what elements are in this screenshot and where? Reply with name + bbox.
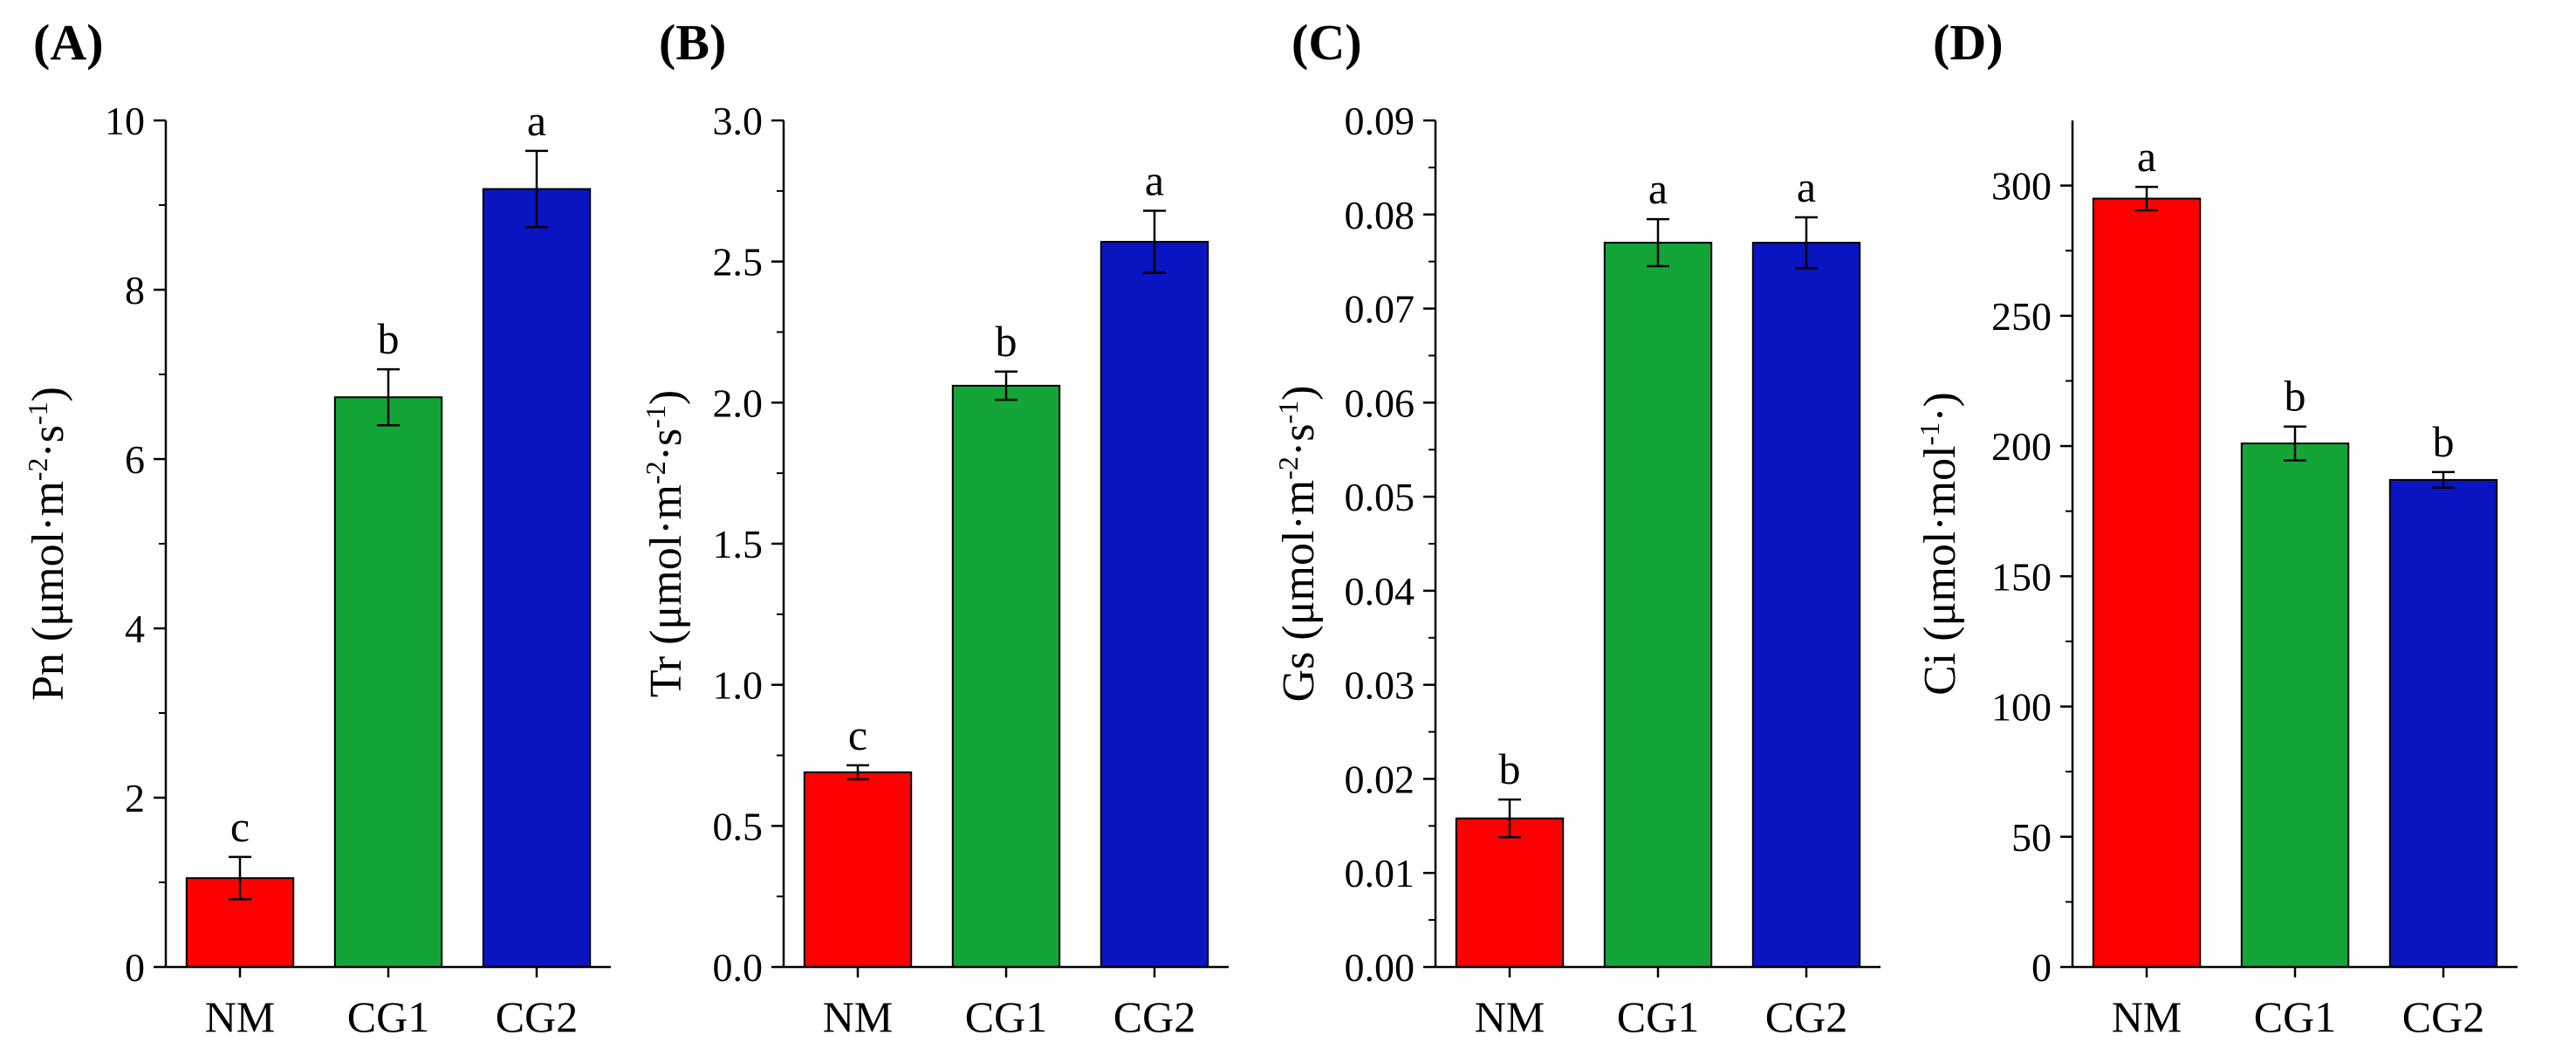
error-bar-cg2 — [2432, 470, 2455, 490]
bar-nm — [2092, 197, 2202, 969]
y-tick-label: 250 — [1991, 294, 2052, 339]
x-tick-label-cg2: CG2 — [2402, 992, 2484, 1041]
x-tick-label-cg2: CG2 — [496, 992, 578, 1041]
significance-letter-cg1: b — [2285, 372, 2306, 421]
x-tick-label-nm: NM — [205, 992, 276, 1041]
bar-cg2 — [482, 188, 592, 968]
error-bar-cg1 — [2284, 425, 2306, 462]
significance-letter-cg1: a — [1648, 164, 1668, 213]
significance-letter-nm: c — [848, 710, 867, 759]
x-tick-label-cg2: CG2 — [1765, 992, 1847, 1041]
bar-nm — [1455, 817, 1565, 969]
y-tick-label: 150 — [1991, 554, 2052, 599]
significance-letter-cg2: a — [527, 96, 546, 145]
y-tick-label: 0.02 — [1345, 757, 1415, 801]
y-tick-label: 10 — [105, 99, 145, 143]
x-tick-label-cg1: CG1 — [2254, 992, 2336, 1041]
y-tick-label: 2.0 — [713, 381, 764, 425]
significance-letter-nm: c — [230, 802, 250, 851]
significance-letter-cg1: b — [996, 317, 1017, 366]
chart-panel-b: (B) c NM b CG1 a CG2 0.0 0.5 1.0 1.5 2.0 2.5 3.0 Tr (μ… — [640, 14, 1229, 1041]
error-bar-cg1 — [1647, 217, 1669, 268]
y-tick-label: 0.05 — [1345, 475, 1415, 519]
y-tick-label: 3.0 — [713, 99, 764, 143]
y-axis-label: Pn (μmol·m-2·s-1) — [22, 387, 73, 701]
bar-cg2 — [1751, 242, 1861, 969]
y-axis-label: Gs (μmol·m-2·s-1) — [1272, 386, 1324, 703]
y-tick-label: 300 — [1991, 164, 2052, 209]
significance-letter-cg2: b — [2433, 417, 2455, 466]
y-tick-label: 0.00 — [1345, 945, 1415, 990]
y-axis-label: Tr (μmol·m-2·s-1) — [640, 390, 691, 697]
x-tick-label-cg1: CG1 — [1617, 992, 1699, 1041]
bar-cg1 — [2240, 442, 2350, 969]
significance-letter-cg2: a — [1797, 162, 1816, 211]
error-bar-cg1 — [377, 367, 400, 427]
y-tick-label: 0 — [125, 945, 145, 990]
significance-letter-cg1: b — [378, 314, 400, 363]
y-tick-label: 100 — [1991, 685, 2052, 730]
x-tick-label-cg1: CG1 — [965, 992, 1047, 1041]
x-tick-label-nm: NM — [2112, 992, 2182, 1041]
y-tick-label: 6 — [125, 437, 145, 482]
y-tick-label: 0.5 — [713, 804, 764, 848]
bar-cg1 — [333, 396, 443, 968]
panel-label: (D) — [1933, 14, 2004, 71]
y-tick-label: 8 — [125, 268, 145, 312]
y-tick-label: 1.0 — [713, 663, 764, 708]
y-tick-label: 2.5 — [713, 240, 764, 285]
bar-cg1 — [1603, 242, 1713, 969]
chart-panel-d: (D) a NM b CG1 b CG2 0 50 100 150 200 250 300 Ci (μmol… — [1914, 14, 2518, 1041]
y-tick-label: 0.01 — [1345, 851, 1415, 895]
x-tick-label-cg1: CG1 — [347, 992, 429, 1041]
error-bar-nm — [229, 855, 251, 901]
y-tick-label: 0.07 — [1345, 287, 1415, 332]
bar-cg2 — [2388, 478, 2498, 968]
y-tick-label: 0.03 — [1345, 663, 1415, 708]
panel-label: (C) — [1291, 14, 1362, 71]
y-tick-label: 0.09 — [1345, 99, 1415, 143]
bar-cg1 — [951, 384, 1061, 968]
error-bar-cg2 — [1795, 216, 1818, 270]
x-tick-label-nm: NM — [823, 992, 894, 1041]
error-bar-cg2 — [525, 149, 548, 229]
chart-panel-c: (C) b NM a CG1 a CG2 0.00 0.01 0.02 0.03 0.04 0.05 0.… — [1272, 14, 1881, 1041]
significance-letter-nm: a — [2137, 132, 2156, 181]
y-tick-label: 50 — [2011, 815, 2052, 860]
error-bar-nm — [1498, 798, 1521, 839]
error-bar-cg2 — [1143, 209, 1166, 274]
y-tick-label: 2 — [125, 776, 145, 820]
y-tick-label: 0.06 — [1345, 381, 1415, 425]
panel-label: (B) — [659, 14, 726, 71]
y-tick-label: 0.08 — [1345, 193, 1415, 237]
error-bar-nm — [846, 764, 869, 781]
x-tick-label-cg2: CG2 — [1113, 992, 1196, 1041]
y-tick-label: 4 — [125, 607, 145, 651]
error-bar-cg1 — [995, 370, 1017, 401]
panel-label: (A) — [33, 14, 104, 71]
chart-panel-a: (A) c NM b CG1 a CG2 0 2 4 6 8 10 Pn (μmol·m-2·s-1) — [22, 14, 611, 1041]
significance-letter-cg2: a — [1145, 155, 1164, 204]
significance-letter-nm: b — [1499, 744, 1521, 793]
y-tick-label: 0.0 — [713, 945, 764, 990]
y-tick-label: 200 — [1991, 424, 2052, 469]
y-tick-label: 1.5 — [713, 522, 764, 566]
y-tick-label: 0 — [2031, 945, 2052, 990]
x-tick-label-nm: NM — [1475, 992, 1545, 1041]
bar-nm — [803, 771, 913, 969]
y-tick-label: 0.04 — [1345, 569, 1415, 614]
bar-cg2 — [1100, 241, 1209, 968]
error-bar-nm — [2135, 185, 2158, 212]
y-axis-label: Ci (μmol·mol-1·) — [1914, 392, 1965, 696]
